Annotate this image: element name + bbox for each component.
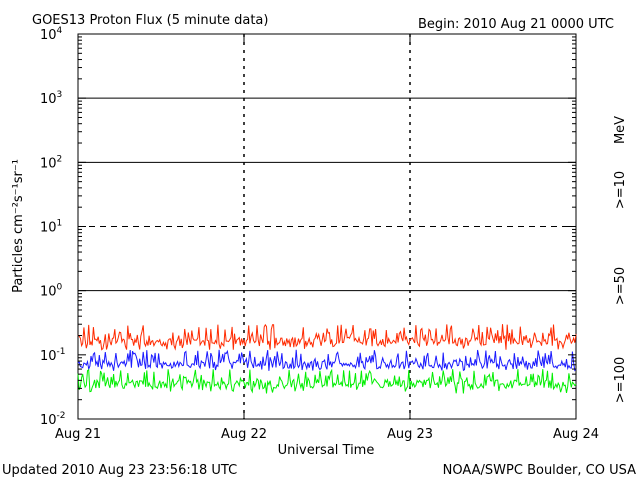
x-axis-ticks: Aug 21 Aug 22 Aug 23 Aug 24 bbox=[55, 34, 599, 442]
y-tick-label: 10-1 bbox=[40, 347, 66, 364]
legend-entry: >=50 bbox=[613, 267, 628, 305]
series-line bbox=[77, 323, 577, 351]
y-axis-label: Particles cm⁻²s⁻¹sr⁻¹ bbox=[11, 159, 26, 293]
begin-label: Begin: 2010 Aug 21 0000 UTC bbox=[418, 17, 614, 32]
updated-label: Updated 2010 Aug 23 23:56:18 UTC bbox=[2, 463, 237, 478]
y-tick-label: 102 bbox=[40, 154, 62, 171]
x-tick-label: Aug 21 bbox=[55, 427, 101, 442]
series-line bbox=[77, 349, 577, 372]
y-tick-label: 101 bbox=[40, 219, 62, 236]
series-group bbox=[77, 323, 577, 394]
y-axis-ticks: 10-2 10-1 100 101 102 103 104 bbox=[40, 26, 576, 428]
credit-label: NOAA/SWPC Boulder, CO USA bbox=[443, 463, 636, 478]
series-line bbox=[77, 368, 577, 394]
x-axis-label: Universal Time bbox=[278, 443, 375, 458]
legend: MeV >=10 >=50 >=100 bbox=[613, 116, 628, 403]
y-tick-label: 10-2 bbox=[40, 411, 66, 428]
chart-title: GOES13 Proton Flux (5 minute data) bbox=[32, 13, 268, 28]
y-tick-label: 104 bbox=[40, 26, 63, 43]
grid bbox=[78, 34, 576, 419]
legend-entry: >=100 bbox=[613, 357, 628, 404]
y-tick-label: 103 bbox=[40, 90, 62, 107]
x-tick-label: Aug 23 bbox=[387, 427, 433, 442]
legend-entry: >=10 bbox=[613, 171, 628, 209]
x-tick-label: Aug 22 bbox=[221, 427, 267, 442]
units-label: MeV bbox=[613, 116, 628, 144]
y-tick-label: 100 bbox=[40, 283, 63, 300]
x-tick-label: Aug 24 bbox=[553, 427, 599, 442]
